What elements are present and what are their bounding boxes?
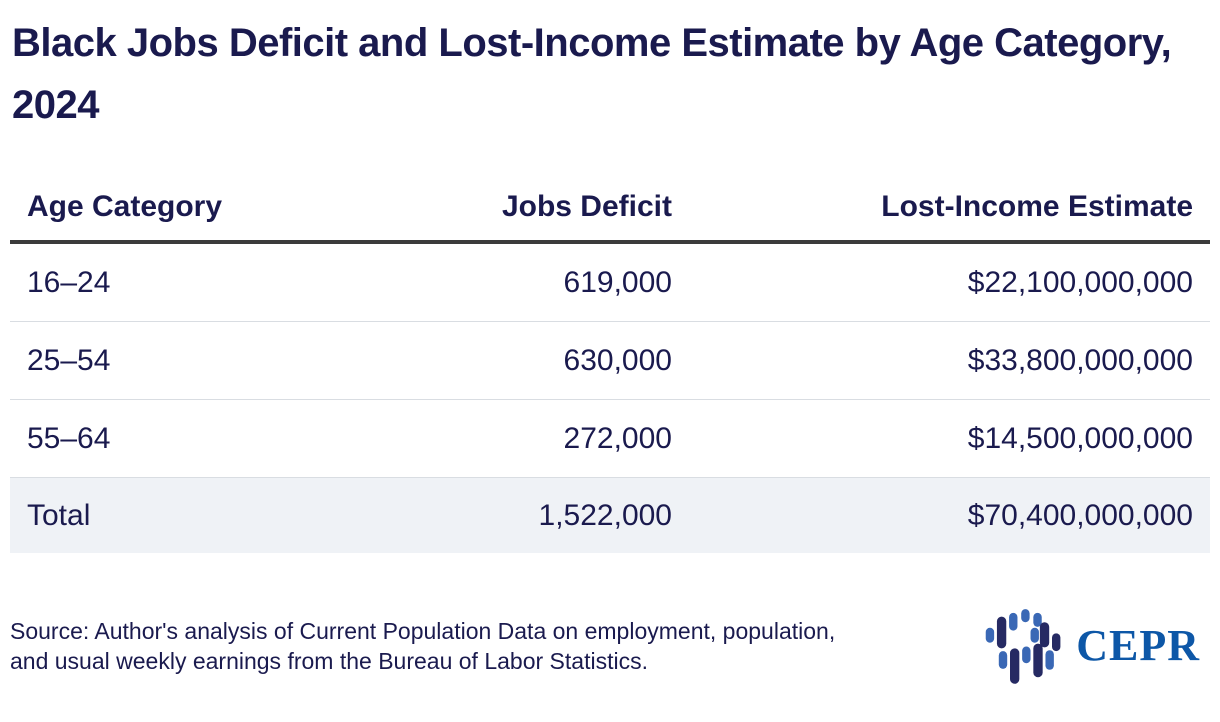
table-row-25-54: 25–54 630,000 $33,800,000,000 <box>10 321 1210 400</box>
logo-pill <box>997 616 1007 649</box>
jobs-deficit-cell: 630,000 <box>563 343 672 377</box>
jobs-deficit-cell: 272,000 <box>563 421 672 455</box>
source-note-line1: Source: Author's analysis of Current Pop… <box>10 618 836 644</box>
lost-income-cell: $14,500,000,000 <box>967 421 1193 455</box>
logo-pill <box>985 627 995 643</box>
age-category-cell: 55–64 <box>27 421 111 455</box>
logo-pill <box>1030 627 1040 643</box>
logo-pill <box>1010 648 1020 684</box>
logo-pill <box>1022 646 1031 664</box>
lost-income-cell: $22,100,000,000 <box>967 265 1193 299</box>
age-category-cell: 16–24 <box>27 265 111 299</box>
logo-pill <box>1021 609 1030 623</box>
source-note-line2: and usual weekly earnings from the Burea… <box>10 648 648 674</box>
age-category-cell: 25–54 <box>27 343 111 377</box>
jobs-deficit-cell: 1,522,000 <box>355 477 672 553</box>
column-header-lost-income-estimate: Lost-Income Estimate <box>672 190 1210 244</box>
lost-income-cell: $70,400,000,000 <box>672 477 1210 553</box>
cepr-logo-mark <box>985 609 1061 684</box>
table-row-total: Total 1,522,000 $70,400,000,000 <box>10 477 1210 553</box>
age-category-cell: Total <box>10 477 355 553</box>
cepr-wordmark: CEPR <box>1076 621 1200 670</box>
logo-pill <box>1009 612 1018 631</box>
logo-pill <box>1033 643 1043 678</box>
logo-pill <box>1040 622 1050 648</box>
column-header-jobs-deficit: Jobs Deficit <box>355 190 672 244</box>
table-header-row: Age Category Jobs Deficit Lost-Income Es… <box>10 190 1210 244</box>
figure-title-line1: Black Jobs Deficit and Lost-Income Estim… <box>12 21 1172 65</box>
source-note: Source: Author's analysis of Current Pop… <box>10 616 835 676</box>
column-header-age-category: Age Category <box>10 190 355 244</box>
report-figure: Black Jobs Deficit and Lost-Income Estim… <box>0 12 1220 722</box>
figure-footer: Source: Author's analysis of Current Pop… <box>10 601 1200 691</box>
logo-pill <box>1033 612 1042 627</box>
logo-pill <box>1045 650 1055 670</box>
data-table: Age Category Jobs Deficit Lost-Income Es… <box>10 190 1210 553</box>
jobs-deficit-cell: 619,000 <box>563 265 672 299</box>
figure-title: Black Jobs Deficit and Lost-Income Estim… <box>12 12 1205 136</box>
logo-pill <box>1052 633 1061 652</box>
cepr-logo: CEPR <box>982 601 1200 691</box>
lost-income-cell: $33,800,000,000 <box>967 343 1193 377</box>
logo-pill <box>999 651 1008 669</box>
table-row-55-64: 55–64 272,000 $14,500,000,000 <box>10 399 1210 478</box>
figure-title-line2: 2024 <box>12 83 99 127</box>
table-row-16-24: 16–24 619,000 $22,100,000,000 <box>10 242 1210 322</box>
